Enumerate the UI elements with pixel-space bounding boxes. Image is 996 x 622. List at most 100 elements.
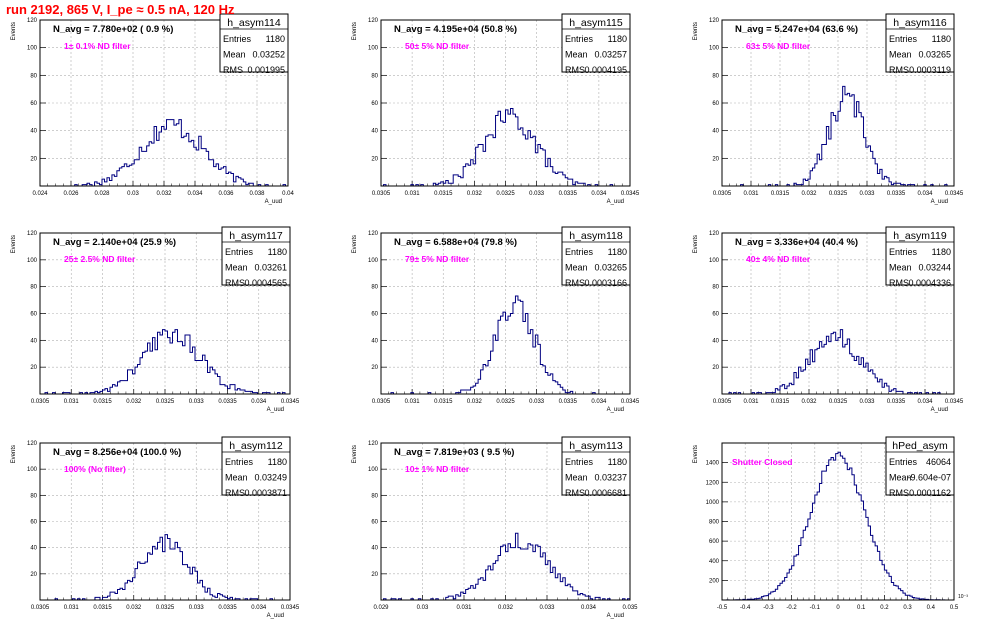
stats-value: 0.0003871 [244,488,287,498]
histogram-name: h_asym117 [229,230,283,242]
y-tick-label: 100 [368,467,379,473]
stats-value: 0.03257 [594,50,627,60]
x-tick-label: 0.0315 [93,399,112,405]
n-avg-label: N_avg = 3.336e+04 (40.4 %) [735,237,858,248]
stats-box [885,436,955,496]
stats-label: RMS [565,65,585,75]
x-tick-label: 0.0325 [829,191,848,197]
y-tick-label: 100 [368,258,379,264]
x-tick-label: 0.032 [801,399,817,405]
stats-label: Entries [565,457,594,467]
plot-frame [721,442,955,601]
x-tick-label: 0.026 [63,191,79,197]
y-axis-label: Events [693,445,699,463]
stats-value: 46064 [926,457,951,467]
histogram-name: h_asym116 [893,17,947,29]
filter-label: 10± 1% ND filter [405,464,470,474]
stats-value: 1180 [268,457,287,467]
x-tick-label: 0.038 [249,191,265,197]
stats-value: 1180 [268,247,287,257]
x-tick-label: 0.0305 [713,399,732,405]
y-tick-label: 40 [371,338,378,344]
x-tick-label: 0.0325 [156,605,175,611]
stats-label: RMS [223,65,243,75]
histogram-name: h_asym118 [569,230,623,242]
stats-value: 0.0004195 [584,65,627,75]
y-tick-label: 80 [712,73,719,79]
x-tick-label: 0.032 [467,399,483,405]
filter-label: 100% (No filter) [64,464,126,474]
y-tick-label: 40 [30,546,37,552]
x-tick-label: -0.5 [717,605,728,611]
x-tick-label: 0.0345 [281,399,300,405]
histogram-line [722,451,954,601]
y-axis-label: Events [11,235,17,253]
x-tick-label: 0.029 [373,605,389,611]
x-tick-label: 0.1 [857,605,866,611]
x-tick-label: 0.0315 [771,399,790,405]
y-tick-label: 20 [712,365,719,371]
filter-label: 1± 0.1% ND filter [64,41,131,51]
y-tick-label: 1200 [706,480,720,486]
y-tick-label: 20 [371,365,378,371]
histogram-pad: -0.5 -0.4 -0.3 -0.2 -0.1 0 0.1 0.2 0.3 0.4 0.5 200 4… [693,436,968,611]
x-tick-label: 0.2 [880,605,889,611]
x-tick-label: 0.04 [282,191,294,197]
x-tick-label: 0.0335 [218,605,237,611]
stats-label: Mean [565,50,588,60]
histogram-pad: 0.0305 0.031 0.0315 0.032 0.0325 0.033 0.0335 0… [693,226,964,413]
y-tick-label: 120 [368,18,379,24]
x-axis-label: A_uud [607,199,624,205]
x-tick-label: 0.031 [743,399,759,405]
y-tick-label: 100 [709,46,720,52]
y-tick-label: 80 [30,493,37,499]
plot-frame [380,442,631,601]
y-tick-label: 80 [371,493,378,499]
x-tick-label: 0.031 [405,191,421,197]
x-tick-label: -0.3 [763,605,774,611]
y-tick-label: 20 [371,572,378,578]
x-tick-label: 0.0315 [434,191,453,197]
stats-value: 1180 [932,247,951,257]
stats-box [561,436,631,496]
x-tick-label: 0.0305 [31,399,50,405]
y-tick-label: 400 [709,559,720,565]
filter-label: Shutter Closed [732,457,792,467]
stats-value: -9.604e-07 [907,473,951,483]
x-tick-label: 0.033 [539,605,555,611]
y-tick-label: 60 [371,101,378,107]
histogram-pad: 0.0305 0.031 0.0315 0.032 0.0325 0.033 0.0335 0… [352,226,640,413]
x-tick-label: 0.033 [529,191,545,197]
x-tick-label: 0.034 [251,399,267,405]
x-tick-label: 0.034 [581,605,597,611]
x-tick-label: 0.033 [189,605,205,611]
histogram-line [40,119,288,187]
stats-label: Mean [889,50,912,60]
histogram-name: h_asym115 [569,17,623,29]
stats-value: 1180 [932,34,951,44]
x-axis-label: A_uud [931,407,948,413]
y-tick-label: 40 [30,338,37,344]
x-tick-label: 0.034 [591,399,607,405]
x-tick-label: 0.032 [801,191,817,197]
x-tick-label: -0.1 [810,605,821,611]
x-axis-label: A_uud [931,199,948,205]
histogram-pad: 0.0305 0.031 0.0315 0.032 0.0325 0.033 0.0335 0… [11,436,300,619]
y-tick-label: 800 [709,520,720,526]
x-tick-label: 0.032 [126,399,142,405]
y-tick-label: 120 [27,441,38,447]
stats-label: RMS [565,488,585,498]
x-axis-label: A_uud [607,613,624,619]
stats-label: Entries [889,457,918,467]
stats-label: Mean [889,473,912,483]
x-tick-label: 0.028 [94,191,110,197]
x-tick-label: 0.031 [64,399,80,405]
x-tick-label: 0.0325 [829,399,848,405]
y-tick-label: 40 [712,129,719,135]
y-tick-label: 80 [371,285,378,291]
stats-label: Entries [565,34,594,44]
x-tick-label: 0.0345 [945,399,964,405]
y-tick-label: 20 [712,156,719,162]
x-tick-label: 0.0335 [887,191,906,197]
x-tick-label: 0.0315 [771,191,790,197]
